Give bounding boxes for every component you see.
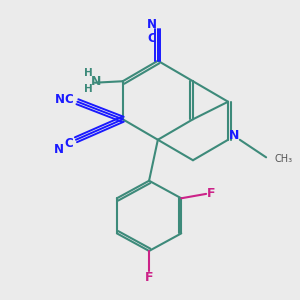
Text: H: H	[84, 84, 93, 94]
Text: F: F	[145, 271, 153, 284]
Text: F: F	[207, 188, 216, 200]
Text: H: H	[84, 68, 93, 78]
Text: CH₃: CH₃	[275, 154, 293, 164]
Text: N: N	[54, 143, 64, 157]
Text: N: N	[55, 93, 65, 106]
Text: N: N	[146, 18, 156, 31]
Text: C: C	[147, 32, 156, 45]
Text: C: C	[65, 93, 74, 106]
Text: N: N	[229, 129, 239, 142]
Text: C: C	[64, 137, 73, 150]
Text: N: N	[91, 75, 102, 88]
